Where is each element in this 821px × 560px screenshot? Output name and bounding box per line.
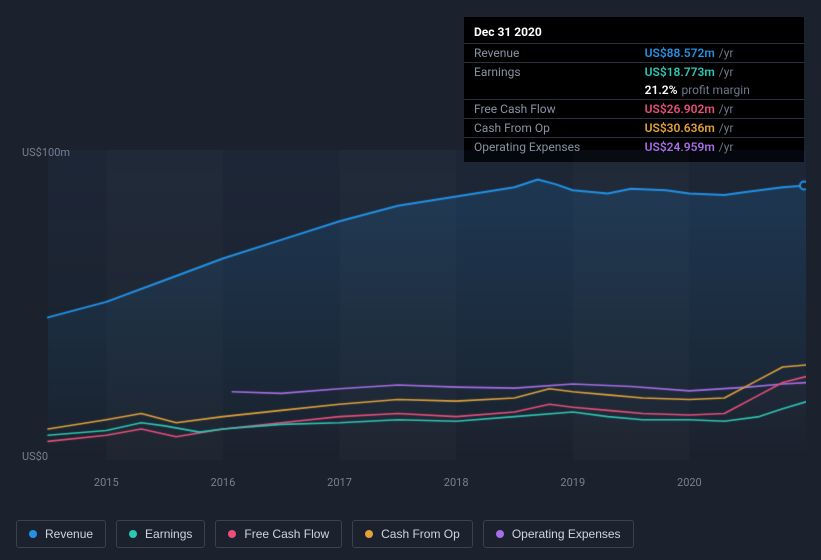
- tooltip-date: Dec 31 2020: [464, 23, 804, 43]
- tooltip-row-label: Revenue: [464, 44, 635, 63]
- x-axis-label: 2017: [327, 476, 352, 489]
- legend-item-revenue[interactable]: Revenue: [16, 520, 106, 548]
- x-axis-label: 2020: [677, 476, 702, 489]
- legend-item-earnings[interactable]: Earnings: [116, 520, 205, 548]
- legend-label: Cash From Op: [381, 527, 460, 541]
- data-tooltip: Dec 31 2020 RevenueUS$88.572m/yrEarnings…: [464, 17, 804, 162]
- tooltip-row-value: US$88.572m/yr: [635, 44, 804, 63]
- x-axis-label: 2018: [444, 476, 469, 489]
- tooltip-row-value: US$18.773m/yr: [635, 63, 804, 82]
- tooltip-row-label: [464, 81, 635, 100]
- legend-dot-icon: [228, 530, 236, 538]
- tooltip-row-label: Cash From Op: [464, 119, 635, 138]
- legend-label: Revenue: [45, 527, 93, 541]
- tooltip-row-label: Free Cash Flow: [464, 100, 635, 119]
- tooltip-row-value: US$30.636m/yr: [635, 119, 804, 138]
- tooltip-row: RevenueUS$88.572m/yr: [464, 44, 804, 63]
- x-axis-label: 2015: [94, 476, 119, 489]
- legend-dot-icon: [496, 530, 504, 538]
- tooltip-row: 21.2%profit margin: [464, 81, 804, 100]
- legend-dot-icon: [129, 530, 137, 538]
- tooltip-row-value: 21.2%profit margin: [635, 81, 804, 100]
- tooltip-row-label: Earnings: [464, 63, 635, 82]
- tooltip-row: EarningsUS$18.773m/yr: [464, 63, 804, 82]
- legend-dot-icon: [365, 530, 373, 538]
- financials-chart[interactable]: US$100m US$0 201520162017201820192020: [16, 150, 806, 495]
- legend-item-operating-expenses[interactable]: Operating Expenses: [483, 520, 634, 548]
- tooltip-row-value: US$26.902m/yr: [635, 100, 804, 119]
- legend-dot-icon: [29, 530, 37, 538]
- chart-canvas: [16, 150, 806, 460]
- chart-legend: Revenue Earnings Free Cash Flow Cash From O…: [16, 520, 634, 548]
- x-axis-labels: 2015 2016 2017 2018 2019 2020: [16, 476, 806, 494]
- legend-label: Free Cash Flow: [244, 527, 329, 541]
- legend-label: Earnings: [145, 527, 192, 541]
- tooltip-row: Cash From OpUS$30.636m/yr: [464, 119, 804, 138]
- x-axis-label: 2019: [560, 476, 585, 489]
- legend-item-free-cash-flow[interactable]: Free Cash Flow: [215, 520, 342, 548]
- x-axis-label: 2016: [211, 476, 236, 489]
- tooltip-table: RevenueUS$88.572m/yrEarningsUS$18.773m/y…: [464, 43, 804, 156]
- legend-label: Operating Expenses: [512, 527, 621, 541]
- legend-item-cash-from-op[interactable]: Cash From Op: [352, 520, 473, 548]
- tooltip-row: Free Cash FlowUS$26.902m/yr: [464, 100, 804, 119]
